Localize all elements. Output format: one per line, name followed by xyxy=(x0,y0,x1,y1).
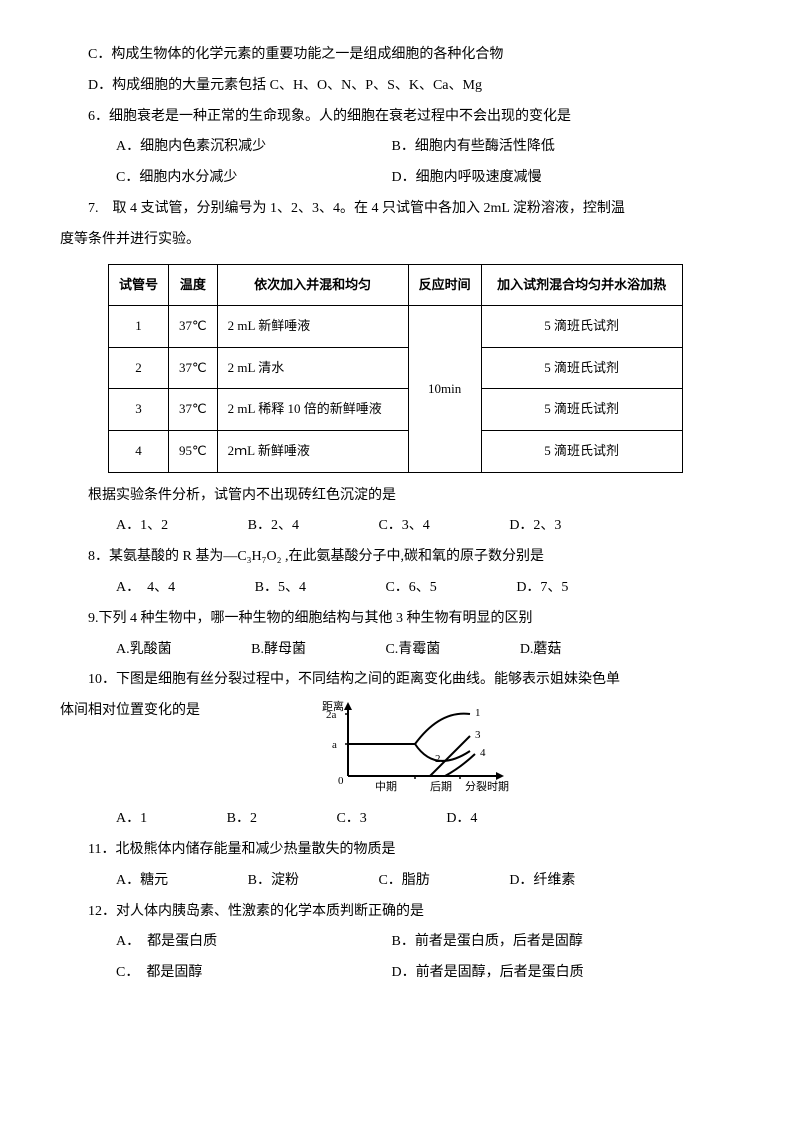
q8-stem: 8．某氨基酸的 R 基为—C₃H₇O₂ ,在此氨基酸分子中,碳和氧的原子数分别是 xyxy=(60,542,740,573)
q11-opt-a: A．糖元 xyxy=(88,866,168,897)
q9-opt-d: D.蘑菇 xyxy=(492,635,562,666)
q8-opt-c: C．6、5 xyxy=(357,573,436,604)
q9-opt-a: A.乳酸菌 xyxy=(88,635,172,666)
q12-stem: 12．对人体内胰岛素、性激素的化学本质判断正确的是 xyxy=(60,897,740,928)
q7-opt-d: D．2、3 xyxy=(481,511,561,542)
q10-stem-2: 体间相对位置变化的是 xyxy=(60,696,200,727)
table-cell: 5 滴班氏试剂 xyxy=(481,389,682,431)
table-cell: 37℃ xyxy=(169,389,218,431)
q12-opt-d: D．前者是固醇，后者是蛋白质 xyxy=(392,965,584,980)
q6-stem: 6．细胞衰老是一种正常的生命现象。人的细胞在衰老过程中不会出现的变化是 xyxy=(60,102,740,133)
table-cell: 5 滴班氏试剂 xyxy=(481,306,682,348)
svg-text:距离: 距离 xyxy=(322,699,344,713)
q7-th-time: 反应时间 xyxy=(408,264,481,306)
q12-opt-c: C． 都是固醇 xyxy=(88,958,388,989)
q7-post-table: 根据实验条件分析，试管内不出现砖红色沉淀的是 xyxy=(60,481,740,512)
q8-opt-b: B．5、4 xyxy=(227,573,306,604)
q10-opt-c: C．3 xyxy=(308,804,366,835)
q10-opt-b: B．2 xyxy=(199,804,257,835)
q6-opt-b: B．细胞内有些酶活性降低 xyxy=(392,139,555,154)
q10-chart: 2a a 0 距离 中期 后期 分裂时期 1 2 3 4 xyxy=(320,696,520,796)
q8-opt-a: A． 4、4 xyxy=(88,573,175,604)
table-cell: 37℃ xyxy=(169,347,218,389)
q9-stem: 9.下列 4 种生物中，哪一种生物的细胞结构与其他 3 种生物有明显的区别 xyxy=(60,604,740,635)
table-cell: 3 xyxy=(109,389,169,431)
table-cell: 2 mL 清水 xyxy=(217,347,408,389)
table-cell: 37℃ xyxy=(169,306,218,348)
svg-text:2: 2 xyxy=(435,753,441,765)
q6-opt-a: A．细胞内色素沉积减少 xyxy=(88,132,388,163)
svg-text:0: 0 xyxy=(338,775,344,787)
table-cell: 2ｍL 新鲜唾液 xyxy=(217,430,408,472)
q8-opt-d: D．7、5 xyxy=(488,573,568,604)
q7-th-add: 依次加入并混和均匀 xyxy=(217,264,408,306)
q7-opt-c: C．3、4 xyxy=(350,511,429,542)
table-cell: 2 mL 新鲜唾液 xyxy=(217,306,408,348)
q7-th-reagent: 加入试剂混合均匀并水浴加热 xyxy=(481,264,682,306)
svg-text:1: 1 xyxy=(475,707,481,719)
q7-th-no: 试管号 xyxy=(109,264,169,306)
q6-opt-d: D．细胞内呼吸速度减慢 xyxy=(392,170,542,185)
q9-opt-c: C.青霉菌 xyxy=(357,635,440,666)
q5-opt-c: C．构成生物体的化学元素的重要功能之一是组成细胞的各种化合物 xyxy=(60,40,740,71)
table-cell: 5 滴班氏试剂 xyxy=(481,430,682,472)
svg-text:3: 3 xyxy=(475,729,481,741)
svg-text:后期: 后期 xyxy=(430,780,452,793)
q7-stem-1: 7. 取 4 支试管，分别编号为 1、2、3、4。在 4 只试管中各加入 2mL… xyxy=(60,194,740,225)
table-cell: 2 xyxy=(109,347,169,389)
q7-table: 试管号 温度 依次加入并混和均匀 反应时间 加入试剂混合均匀并水浴加热 1 37… xyxy=(108,264,683,473)
q7-stem-2: 度等条件并进行实验。 xyxy=(60,225,740,256)
q10-opt-d: D．4 xyxy=(418,804,477,835)
q9-opt-b: B.酵母菌 xyxy=(223,635,306,666)
q7-opt-b: B．2、4 xyxy=(220,511,299,542)
table-cell: 2 mL 稀释 10 倍的新鲜唾液 xyxy=(217,389,408,431)
svg-text:中期: 中期 xyxy=(375,780,397,793)
q11-opt-d: D．纤维素 xyxy=(481,866,575,897)
q10-opt-a: A．1 xyxy=(88,804,147,835)
q12-opt-a: A． 都是蛋白质 xyxy=(88,927,388,958)
svg-text:4: 4 xyxy=(480,747,486,759)
table-cell: 4 xyxy=(109,430,169,472)
svg-text:a: a xyxy=(332,739,337,751)
q12-opt-b: B．前者是蛋白质，后者是固醇 xyxy=(392,934,583,949)
table-cell: 95℃ xyxy=(169,430,218,472)
q6-opt-c: C．细胞内水分减少 xyxy=(88,163,388,194)
table-cell: 1 xyxy=(109,306,169,348)
q7-th-temp: 温度 xyxy=(169,264,218,306)
svg-text:分裂时期: 分裂时期 xyxy=(465,780,509,793)
table-cell: 5 滴班氏试剂 xyxy=(481,347,682,389)
q5-opt-d: D．构成细胞的大量元素包括 C、H、O、N、P、S、K、Ca、Mg xyxy=(60,71,740,102)
q11-stem: 11．北极熊体内储存能量和减少热量散失的物质是 xyxy=(60,835,740,866)
q11-opt-c: C．脂肪 xyxy=(350,866,429,897)
q11-opt-b: B．淀粉 xyxy=(220,866,299,897)
table-cell-time: 10min xyxy=(408,306,481,472)
q7-opt-a: A．1、2 xyxy=(88,511,168,542)
q10-stem-1: 10．下图是细胞有丝分裂过程中，不同结构之间的距离变化曲线。能够表示姐妹染色单 xyxy=(60,665,740,696)
